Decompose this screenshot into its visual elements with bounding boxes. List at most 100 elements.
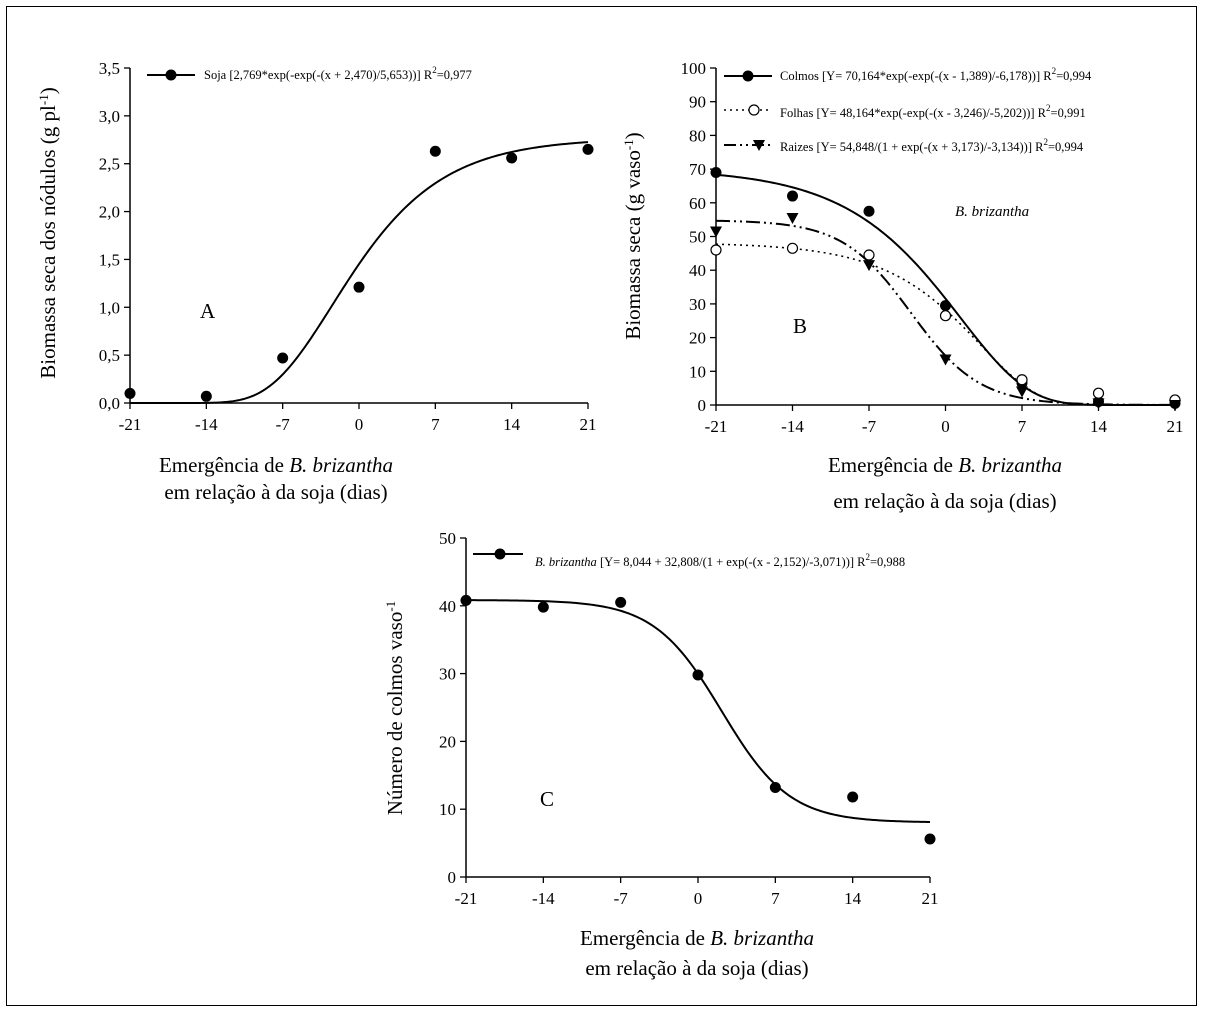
y-tick-label: 2,0 — [99, 203, 120, 222]
panel-c-chart: B. brizantha [Y= 8,044 + 32,808/(1 + exp… — [383, 529, 939, 980]
data-point-series-0 — [429, 145, 441, 157]
x-tick-label: -7 — [276, 415, 291, 434]
x-tick-label: -14 — [532, 889, 555, 908]
data-point-series-2 — [1016, 386, 1028, 398]
y-tick-label: 40 — [439, 597, 456, 616]
y-tick-label: 1,5 — [99, 250, 120, 269]
svg-text:Folhas [Y= 48,164*exp(-exp(-(x: Folhas [Y= 48,164*exp(-exp(-(x - 3,246)/… — [780, 103, 1086, 120]
panel-b-ylabel: Biomassa seca (g vaso-1) — [621, 132, 645, 339]
panel-c-xlabel-line2: em relação à da soja (dias) — [585, 956, 808, 980]
panel-b-xlabel-line1: Emergência de B. brizantha — [828, 453, 1062, 477]
data-point-series-1 — [939, 310, 952, 322]
x-tick-label: -21 — [455, 889, 478, 908]
figure-frame — [6, 6, 1197, 1006]
y-tick-label: 30 — [439, 665, 456, 684]
fit-curve-series-0 — [465, 599, 931, 823]
data-point-series-0 — [200, 390, 212, 402]
data-point-series-0 — [710, 166, 722, 178]
svg-text:Colmos [Y= 70,164*exp(-exp(-(: Colmos [Y= 70,164*exp(-exp(-(x - 1,389)/… — [780, 66, 1092, 83]
data-point-series-0 — [537, 601, 549, 613]
data-point-series-1 — [786, 242, 799, 254]
data-point-series-0 — [847, 791, 859, 803]
panel-a-xlabel-line1: Emergência de B. brizantha — [159, 453, 393, 477]
legend-soja-r2-sup: 2 — [432, 65, 437, 75]
data-point-series-2 — [1092, 398, 1105, 410]
data-point-series-2 — [863, 260, 875, 272]
y-tick-label: 30 — [689, 295, 706, 314]
x-tick-label: -14 — [781, 417, 804, 436]
panel-c-legend: B. brizantha [Y= 8,044 + 32,808/(1 + exp… — [473, 548, 905, 569]
data-point-series-1 — [1092, 387, 1105, 399]
panel-a-label: A — [200, 299, 216, 323]
x-tick-label: -7 — [862, 417, 877, 436]
data-point-series-0 — [353, 281, 365, 293]
y-tick-label: 3,5 — [99, 59, 120, 78]
data-point-series-0 — [863, 205, 875, 217]
data-point-series-0 — [124, 387, 136, 399]
x-tick-label: 14 — [1090, 417, 1108, 436]
panel-a-chart: Soja [2,769*exp(-exp(-(x + 2,470)/5,653)… — [36, 59, 597, 504]
x-tick-label: -14 — [195, 415, 218, 434]
data-point-series-1 — [1016, 374, 1028, 386]
x-tick-label: -21 — [705, 417, 728, 436]
legend-brizantha-species: B. brizantha — [535, 555, 597, 569]
y-tick-label: 3,0 — [99, 107, 120, 126]
y-tick-label: 10 — [439, 800, 456, 819]
data-point-series-0 — [787, 190, 798, 202]
panel-a-xlabel-line2: em relação à da soja (dias) — [164, 480, 387, 504]
y-tick-label: 0 — [448, 868, 457, 887]
x-tick-label: 0 — [941, 417, 950, 436]
y-tick-label: 50 — [439, 529, 456, 548]
legend-soja-label: Soja [2,769*exp(-exp(-(x + 2,470)/5,653)… — [204, 68, 433, 82]
legend-colmos-label: Colmos [Y= 70,164*exp(-exp(-(x - 1,389)/… — [780, 69, 1052, 83]
y-tick-label: 20 — [689, 329, 706, 348]
x-tick-label: 21 — [922, 889, 939, 908]
data-point-series-0 — [582, 143, 594, 155]
svg-text:B. brizantha [Y= 8,044 + 32,80: B. brizantha [Y= 8,044 + 32,808/(1 + exp… — [535, 552, 905, 569]
legend-raizes-label: Raizes [Y= 54,848/(1 + exp(-(x + 3,173)/… — [780, 140, 1044, 154]
y-tick-label: 2,5 — [99, 155, 120, 174]
panel-a-legend: Soja [2,769*exp(-exp(-(x + 2,470)/5,653)… — [147, 65, 472, 82]
x-tick-label: -21 — [119, 415, 142, 434]
x-tick-label: 7 — [431, 415, 440, 434]
y-tick-label: 70 — [689, 160, 706, 179]
panel-b-xlabel-line2: em relação à da soja (dias) — [833, 489, 1056, 513]
panel-c-label: C — [540, 787, 554, 811]
legend-folhas-label: Folhas [Y= 48,164*exp(-exp(-(x - 3,246)/… — [780, 106, 1047, 120]
fit-curve-series-0 — [715, 173, 1175, 406]
data-point-series-2 — [786, 212, 799, 224]
data-point-series-0 — [615, 596, 627, 608]
y-tick-label: 90 — [689, 93, 706, 112]
y-tick-label: 0 — [698, 396, 707, 415]
x-tick-label: 14 — [503, 415, 521, 434]
data-point-series-0 — [460, 594, 472, 606]
y-tick-label: 80 — [689, 126, 706, 145]
x-tick-label: 21 — [580, 415, 597, 434]
x-tick-label: -7 — [614, 889, 629, 908]
data-point-series-1 — [863, 249, 875, 261]
data-point-series-0 — [769, 782, 781, 794]
data-point-series-2 — [1169, 400, 1181, 411]
data-point-series-2 — [939, 354, 952, 366]
x-tick-label: 14 — [844, 889, 862, 908]
y-tick-label: 60 — [689, 194, 706, 213]
y-tick-label: 1,0 — [99, 298, 120, 317]
panel-a-ylabel: Biomassa seca dos nódulos (g pl-1) — [36, 87, 60, 378]
fit-curve-series-0 — [130, 141, 589, 404]
y-tick-label: 10 — [689, 362, 706, 381]
svg-text:Raizes [Y= 54,848/(1 + exp(-(x: Raizes [Y= 54,848/(1 + exp(-(x + 3,173)/… — [780, 137, 1084, 154]
panel-c-xlabel-line1: Emergência de B. brizantha — [580, 926, 814, 950]
y-tick-label: 40 — [689, 261, 706, 280]
x-tick-label: 7 — [771, 889, 780, 908]
x-tick-label: 21 — [1167, 417, 1184, 436]
panel-b-chart: Colmos [Y= 70,164*exp(-exp(-(x - 1,389)/… — [621, 59, 1184, 513]
y-tick-label: 20 — [439, 732, 456, 751]
fit-curve-series-1 — [715, 243, 1175, 406]
panel-b-label: B — [793, 314, 807, 338]
data-point-series-0 — [277, 352, 289, 364]
data-point-series-0 — [924, 833, 936, 845]
panel-c-ylabel: Número de colmos vaso-1 — [383, 601, 407, 815]
data-point-series-0 — [692, 669, 704, 681]
x-tick-label: 0 — [355, 415, 364, 434]
